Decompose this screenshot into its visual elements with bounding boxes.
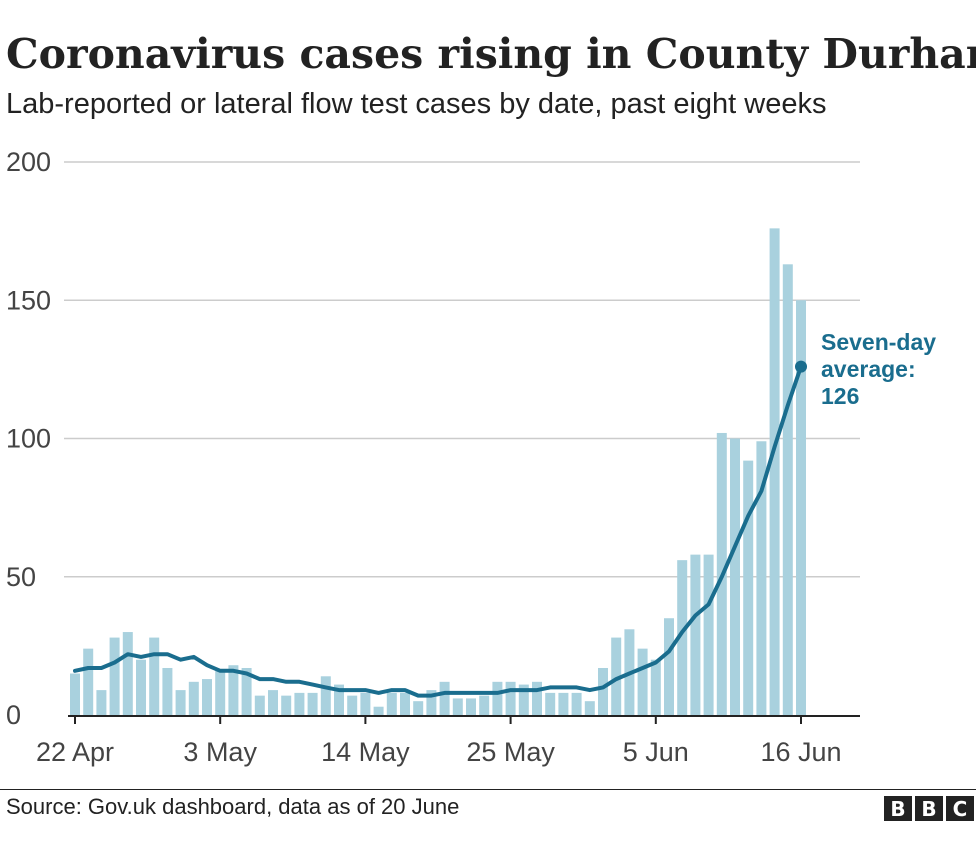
bar (796, 300, 806, 715)
bar (637, 648, 648, 715)
bar (162, 667, 173, 715)
bar (281, 695, 292, 715)
bar (360, 692, 371, 715)
bar (730, 438, 740, 715)
bar (334, 684, 344, 715)
bar (677, 560, 688, 715)
bars (70, 228, 806, 716)
bar (518, 684, 529, 715)
y-tick-label: 0 (6, 700, 21, 730)
bar (136, 659, 146, 715)
bar (122, 632, 133, 715)
x-tick-label: 5 Jun (623, 737, 689, 767)
x-tick-label: 3 May (183, 737, 257, 767)
annotation-line: Seven-day (821, 329, 936, 355)
bar (373, 706, 384, 715)
bar (426, 690, 437, 715)
bar (254, 695, 265, 715)
bbc-logo-letter-b2: B (915, 796, 943, 821)
bar (83, 648, 94, 715)
bar (347, 695, 358, 715)
y-axis-labels: 0 50 100 150 200 (6, 147, 51, 730)
bar (439, 681, 450, 715)
bar (769, 228, 780, 716)
bar (690, 554, 701, 715)
x-axis: 22 Apr 3 May 14 May 25 May 5 Jun 16 Jun (36, 715, 860, 767)
source-note: Source: Gov.uk dashboard, data as of 20 … (6, 794, 460, 819)
bar (584, 701, 595, 715)
chart-title: Coronavirus cases rising in County Durha… (6, 30, 976, 78)
bar (452, 698, 463, 715)
bar (466, 698, 476, 715)
bar (492, 681, 503, 715)
bar (70, 673, 80, 715)
bbc-logo-letter-c: C (946, 796, 974, 821)
x-tick-label: 25 May (466, 737, 555, 767)
x-tick-label: 22 Apr (36, 737, 114, 767)
bar (294, 692, 305, 715)
bar (202, 679, 212, 715)
chart-area: 0 50 100 150 200 22 Apr 3 May 14 May 25 May 5 Ju… (6, 147, 936, 767)
bar (650, 659, 661, 715)
bar (400, 692, 410, 715)
bar (598, 667, 608, 715)
bar (571, 692, 582, 715)
bar (545, 692, 556, 715)
bar (743, 460, 754, 715)
bar (386, 692, 397, 715)
bar (149, 637, 160, 715)
y-tick-label: 150 (6, 285, 51, 315)
average-line-group (73, 360, 807, 698)
bar (268, 690, 278, 715)
chart-subtitle: Lab-reported or lateral flow test cases … (6, 88, 827, 120)
annotation-line: 126 (821, 383, 859, 409)
bar (479, 695, 490, 715)
average-endpoint-dot (795, 360, 807, 373)
bar (413, 701, 424, 715)
bar (703, 554, 714, 715)
bar (188, 681, 199, 715)
bar (611, 637, 622, 715)
bar (532, 681, 542, 715)
x-tick-label: 14 May (321, 737, 410, 767)
bar (320, 676, 331, 715)
y-tick-label: 50 (6, 562, 36, 592)
bar (96, 690, 107, 715)
bbc-logo-letter-b1: B (884, 796, 912, 821)
y-tick-label: 200 (6, 147, 51, 177)
x-tick-label: 16 Jun (760, 737, 841, 767)
bar (109, 637, 120, 715)
bar (228, 665, 239, 715)
bar (756, 441, 767, 715)
seven-day-average-line (73, 364, 803, 698)
grid-lines (64, 161, 860, 578)
bar (307, 692, 318, 715)
bar (215, 670, 226, 715)
footer-divider (0, 789, 976, 790)
bbc-logo: B B C (884, 796, 974, 821)
bar (664, 618, 674, 715)
bar (175, 690, 186, 715)
bar (505, 681, 516, 715)
y-tick-label: 100 (6, 424, 51, 454)
bar (782, 264, 793, 715)
annotation-line: average: (821, 356, 916, 382)
bar (558, 692, 569, 715)
bar (241, 667, 252, 715)
